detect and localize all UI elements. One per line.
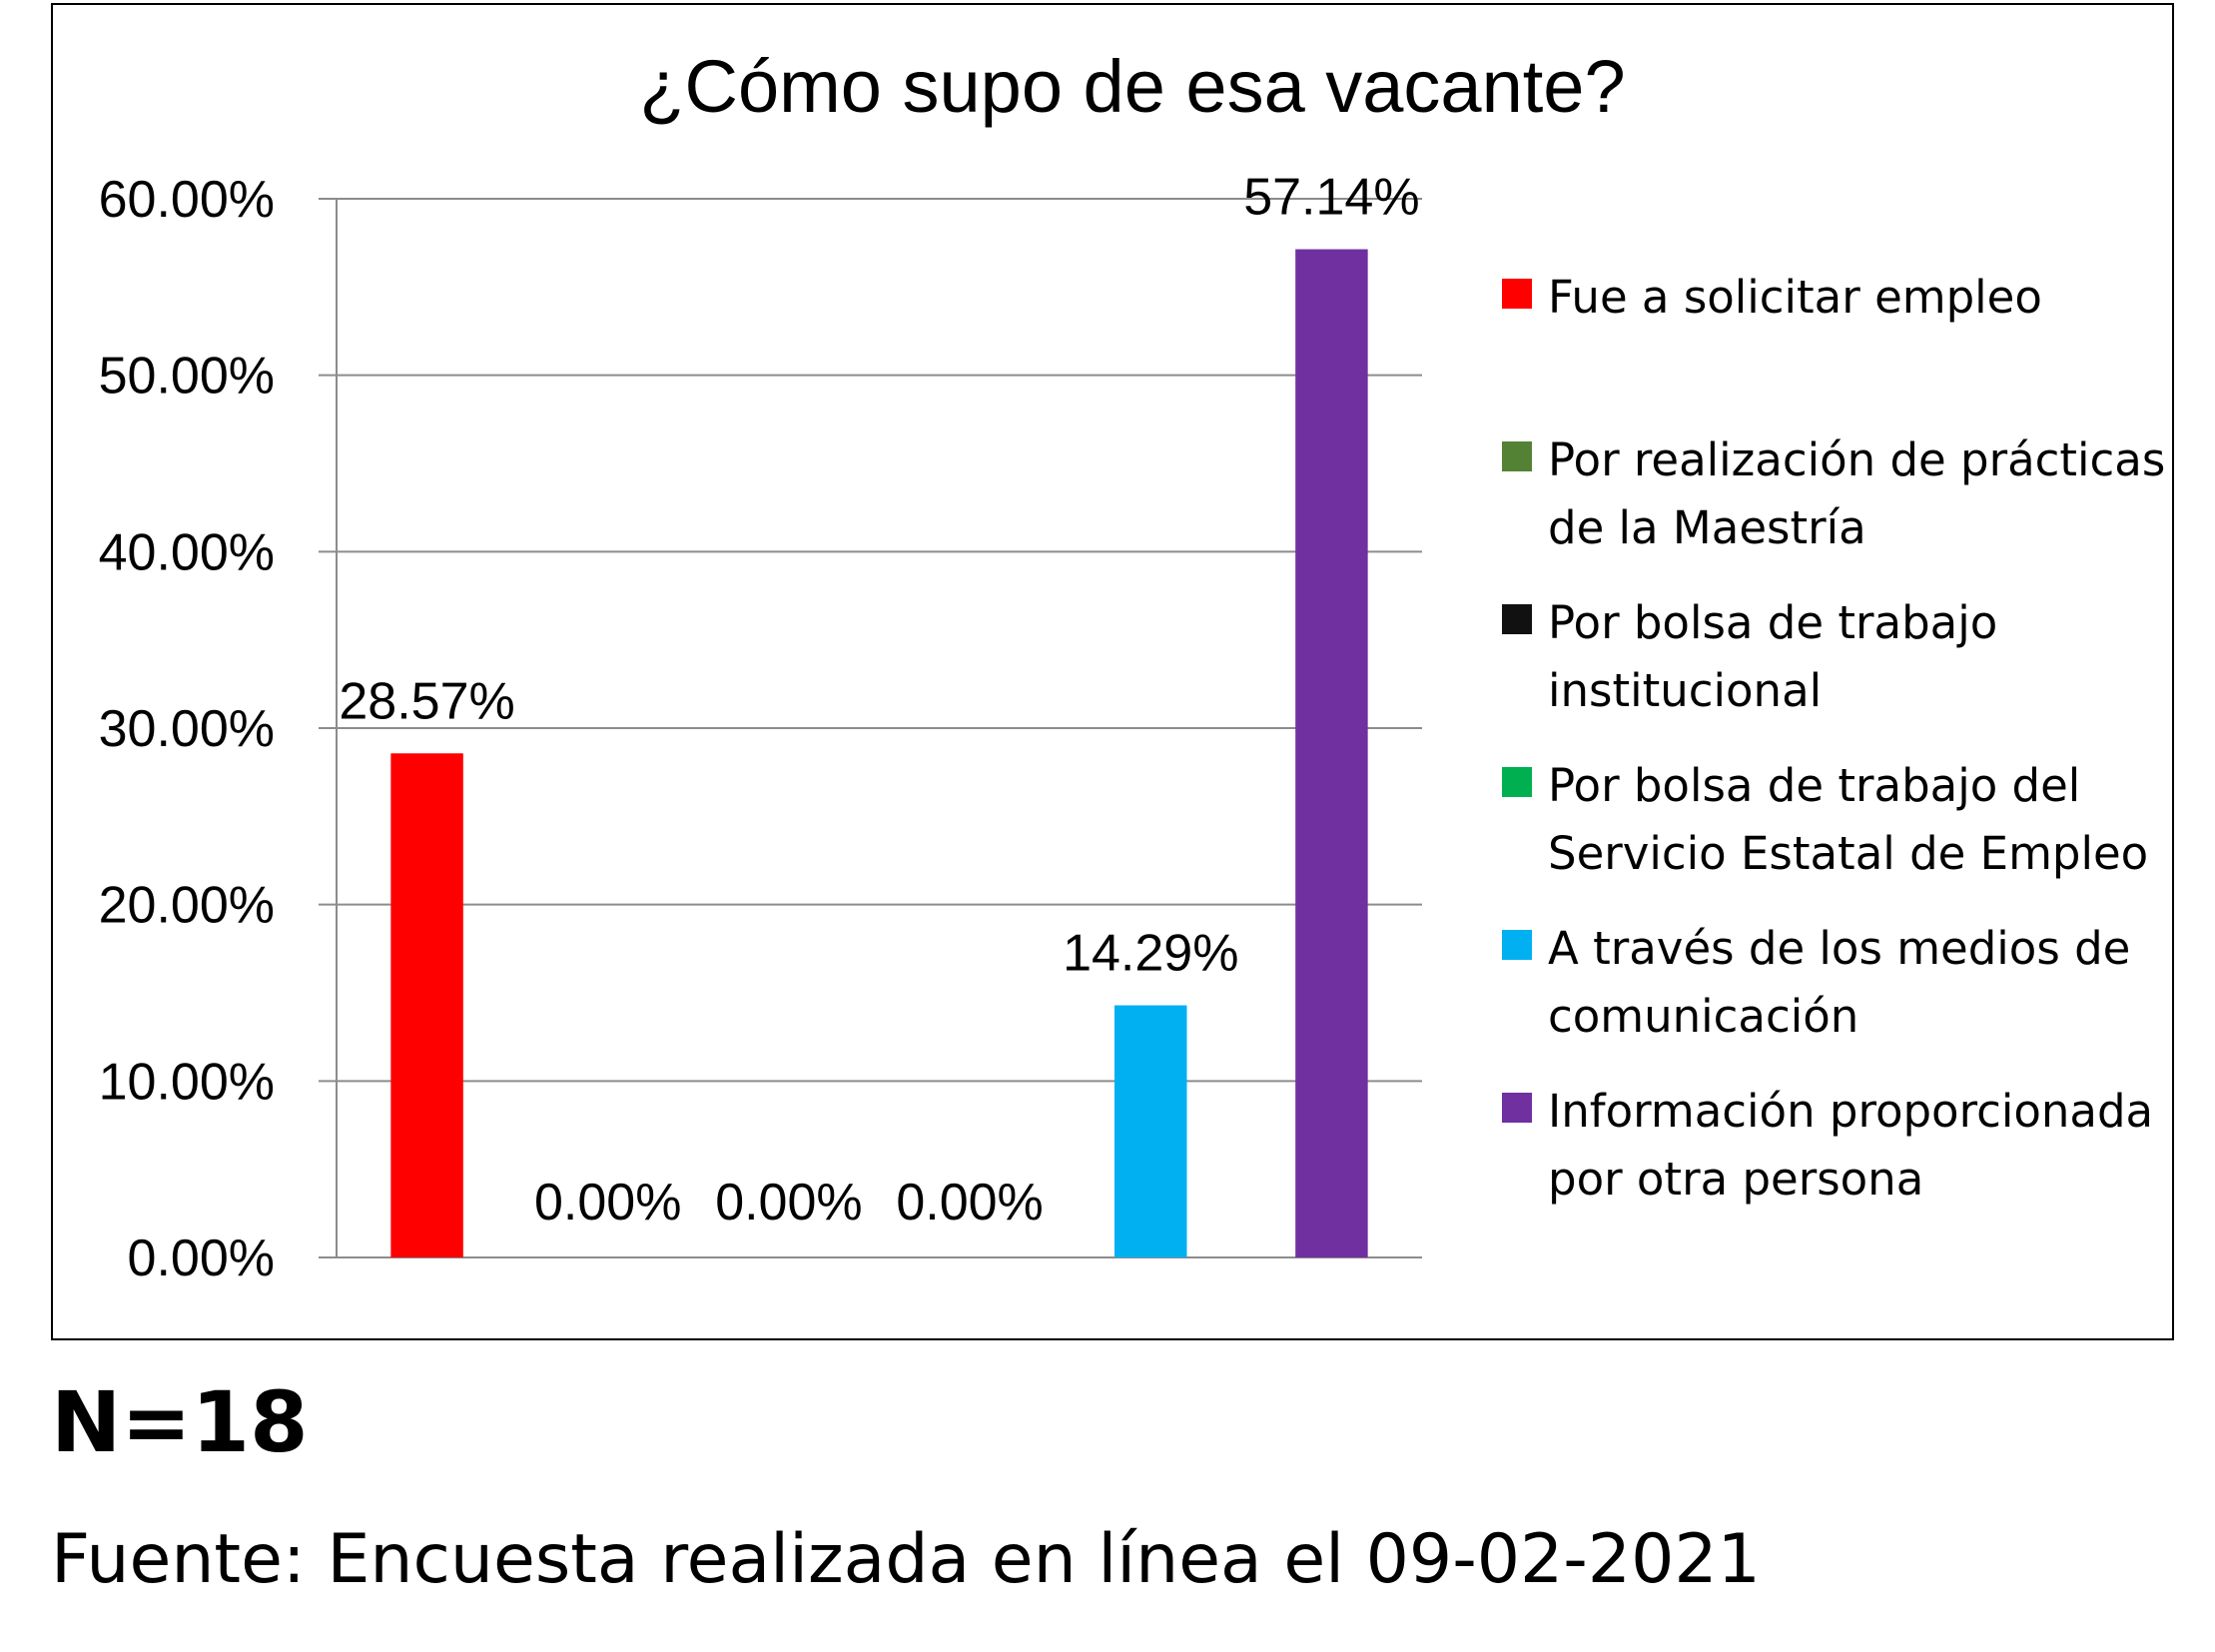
y-tick-label: 30.00% — [99, 700, 275, 758]
legend-swatch — [1502, 930, 1532, 960]
data-label: 0.00% — [715, 1174, 862, 1232]
data-label: 0.00% — [534, 1174, 681, 1232]
data-label: 0.00% — [896, 1174, 1043, 1232]
legend-label: de la Maestría — [1548, 501, 1866, 554]
bars — [390, 249, 1368, 1257]
data-label: 57.14% — [1243, 169, 1419, 227]
y-tick-label: 20.00% — [99, 877, 275, 935]
y-tick-label: 10.00% — [99, 1053, 275, 1111]
bar — [1295, 249, 1368, 1257]
chart-frame: ¿Cómo supo de esa vacante? 0.00% 10.00% 20… — [51, 3, 2174, 1340]
source-note: Fuente: Encuesta realizada en línea el 0… — [51, 1520, 1761, 1599]
legend-label: institucional — [1548, 664, 1822, 717]
sample-size-note: N=18 — [51, 1373, 309, 1471]
legend-label: A través de los medios de — [1548, 922, 2130, 975]
legend-label: Por bolsa de trabajo del — [1548, 759, 2080, 812]
y-axis: 0.00% 10.00% 20.00% 30.00% 40.00% 50.00% 60.00… — [99, 171, 338, 1287]
legend-label: Servicio Estatal de Empleo — [1548, 827, 2148, 880]
data-labels: 28.57% 0.00% 0.00% 0.00% 14.29% 57.14% — [339, 169, 1419, 1232]
legend-label: comunicación — [1548, 990, 1858, 1043]
legend-swatch — [1502, 604, 1532, 634]
legend-swatch — [1502, 767, 1532, 797]
data-label: 14.29% — [1063, 925, 1238, 983]
legend-label: Fue a solicitar empleo — [1548, 271, 2042, 324]
y-tick-label: 60.00% — [99, 171, 275, 229]
bar — [390, 753, 463, 1257]
legend-swatch — [1502, 279, 1532, 309]
chart-title: ¿Cómo supo de esa vacante? — [639, 45, 1625, 128]
gridlines — [319, 198, 1422, 1258]
legend-label: Información proporcionada — [1548, 1085, 2153, 1138]
legend-swatch — [1502, 441, 1532, 471]
legend-label: Por realización de prácticas — [1548, 433, 2165, 486]
bar — [1114, 1005, 1187, 1257]
legend: Fue a solicitar empleo Por realización de… — [1502, 271, 2165, 1206]
legend-swatch — [1502, 1093, 1532, 1123]
y-tick-label: 50.00% — [99, 348, 275, 406]
legend-label: por otra persona — [1548, 1153, 1923, 1206]
data-label: 28.57% — [339, 672, 514, 730]
bar-chart: ¿Cómo supo de esa vacante? 0.00% 10.00% 20… — [99, 45, 2166, 1287]
y-tick-label: 0.00% — [128, 1230, 275, 1287]
legend-label: Por bolsa de trabajo — [1548, 596, 1997, 649]
y-tick-label: 40.00% — [99, 523, 275, 581]
